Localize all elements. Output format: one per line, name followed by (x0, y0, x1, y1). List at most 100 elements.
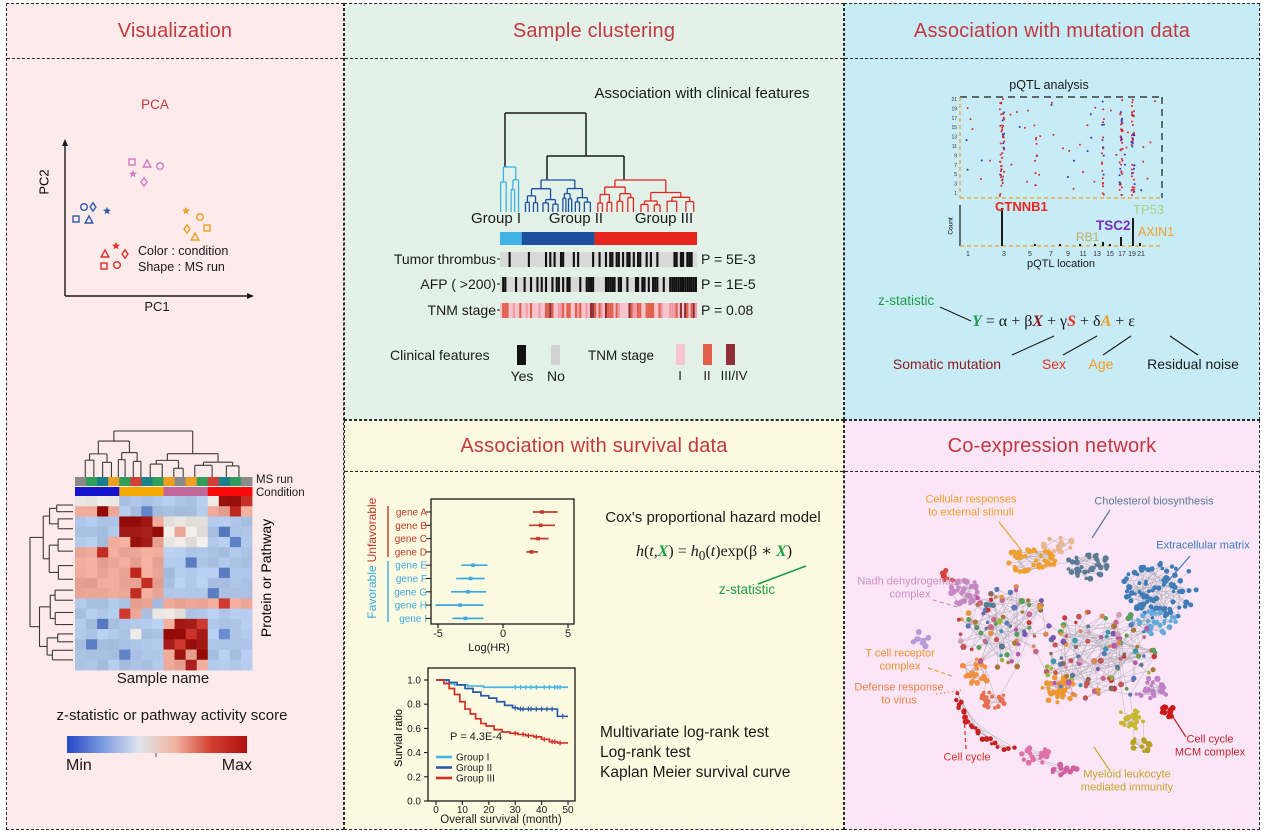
formula-part: ) (786, 543, 793, 560)
svg-text:5: 5 (954, 172, 957, 178)
legend-tnm-stage-label: TNM stage (588, 348, 655, 363)
svg-text:17: 17 (1118, 251, 1126, 258)
svg-text:15: 15 (1106, 251, 1114, 258)
svg-text:11: 11 (1079, 251, 1086, 258)
row-label-tumor-thrombus: Tumor thrombus (393, 251, 496, 267)
panel-mutation-titleband: Association with mutation data (845, 4, 1259, 59)
svg-text:1: 1 (966, 251, 970, 258)
forest-unfavorable-label: Unfavorable (365, 497, 379, 563)
network-cluster-label-cholesterol-biosynthesis: Cholesterol biosynthesis (1094, 495, 1214, 508)
legend-clinical-features-label: Clinical features (390, 347, 490, 363)
cox-model-formula: h(t,X) = h0(t)exp(β ∗ X) (598, 543, 830, 564)
formula-part: S (1067, 313, 1077, 330)
svg-text:9: 9 (954, 153, 957, 159)
svg-text:Group II: Group II (456, 763, 492, 774)
legend-no-label: No (547, 368, 565, 384)
pca-title: PCA (141, 97, 169, 112)
colorbar-title: z-statistic or pathway activity score (56, 707, 288, 724)
formula-part: 0 (698, 548, 706, 564)
svg-text:5: 5 (1028, 251, 1032, 258)
legend-stage34-label: III/IV (720, 368, 748, 383)
svg-text:40: 40 (536, 805, 548, 816)
km-y-axis-label: Survial ratio (393, 708, 405, 768)
pvalue-tnm-stage: P = 0.08 (701, 302, 754, 318)
svg-text:gene F: gene F (396, 574, 427, 585)
formula-part: t (710, 543, 716, 560)
svg-text:gene E: gene E (395, 561, 427, 572)
heatmap-condition-label: Condition (256, 487, 305, 499)
svg-text:0: 0 (500, 628, 506, 640)
test-multivariate-logrank: Multivariate log-rank test (600, 724, 769, 741)
svg-text:20: 20 (483, 805, 495, 816)
heatmap-x-axis-label: Sample name (116, 670, 210, 687)
svg-text:0: 0 (433, 805, 439, 816)
svg-text:Group I: Group I (456, 753, 489, 764)
svg-text:gene I: gene I (399, 614, 427, 625)
formula-part: Y (972, 313, 982, 330)
group2-label: Group II (548, 210, 604, 227)
annotation-somatic-mutation: Somatic mutation (892, 356, 1002, 372)
panel-network: Co-expression network (844, 420, 1260, 830)
pca-x-axis-label: PC1 (144, 299, 170, 314)
svg-text:gene G: gene G (394, 587, 427, 598)
svg-text:30: 30 (510, 805, 522, 816)
heatmap-msrun-label: MS run (256, 474, 294, 486)
svg-text:11: 11 (952, 144, 957, 150)
panel-mutation-title: Association with mutation data (913, 19, 1191, 42)
legend-stage2-label: II (703, 368, 711, 383)
pca-y-axis-label: PC2 (36, 169, 52, 195)
svg-text:9: 9 (1066, 251, 1070, 258)
annotation-sex: Sex (1041, 356, 1067, 372)
gene-label-tsc2: TSC2 (1096, 218, 1131, 233)
mutation-model-formula: Y = α + βX + γS + δA + ε (972, 313, 1135, 331)
annotation-age: Age (1088, 356, 1114, 372)
formula-part: + δ (1076, 313, 1101, 330)
annotation-residual-noise: Residual noise (1147, 356, 1239, 372)
network-cluster-label-myeloid-leukocyte: Myeloid leukocyte mediated immunity (1080, 768, 1174, 793)
panel-visualization-titleband: Visualization (7, 4, 343, 59)
formula-part: A (1100, 313, 1112, 330)
network-cluster-label-cell-cycle: Cell cycle MCM complex (1174, 733, 1246, 758)
pca-legend-shape: Shape : MS run (138, 260, 225, 274)
svg-text:7: 7 (954, 163, 957, 169)
svg-text:3: 3 (954, 182, 957, 188)
km-x-axis-label: Overall survival (month) (440, 814, 562, 826)
panel-survival-titleband: Association with survival data (345, 421, 843, 472)
svg-text:0.0: 0.0 (407, 797, 421, 808)
panel-network-titleband: Co-expression network (845, 421, 1259, 472)
svg-text:3: 3 (1002, 251, 1006, 258)
colorbar-min-label: Min (66, 757, 92, 774)
group3-label: Group III (634, 210, 694, 227)
panel-survival: Association with survival data (344, 420, 844, 830)
pqtl-count-axis-label: Count (947, 217, 955, 235)
gene-label-ctnnb1: CTNNB1 (995, 199, 1048, 214)
gene-label-tp53: TP53 (1133, 202, 1165, 217)
formula-part: ( (705, 543, 711, 560)
test-kaplan-meier: Kaplan Meier survival curve (600, 764, 791, 781)
formula-part: ( (643, 543, 650, 560)
row-label-tnm-stage: TNM stage (427, 302, 496, 318)
formula-part: , (653, 543, 658, 560)
svg-text:-5: -5 (433, 628, 443, 640)
svg-text:1.0: 1.0 (407, 676, 421, 687)
svg-text:gene A: gene A (396, 508, 427, 519)
km-pvalue-label: P = 4.3E-4 (450, 731, 503, 743)
gene-label-rb1: RB1 (1076, 230, 1100, 244)
forest-x-axis-label: Log(HR) (468, 642, 510, 654)
formula-part: t (649, 543, 654, 560)
network-cluster-label-extracellular-matrix: Extracellular matrix (1156, 539, 1250, 552)
svg-text:19: 19 (1128, 251, 1136, 258)
formula-part: X (776, 543, 787, 560)
svg-text:Group III: Group III (456, 774, 495, 785)
network-cluster-label-cellular-responses: Cellular responses to external stimuli (925, 493, 1017, 518)
network-cluster-label-cell-cycle: Cell cycle (943, 751, 991, 764)
pqtl-x-axis-label: pQTL location (1026, 258, 1096, 270)
heatmap-right-axis-label: Protein or Pathway (258, 518, 274, 638)
svg-text:15: 15 (951, 125, 957, 131)
network-cluster-label-t-cell-receptor: T cell receptor complex (865, 647, 935, 672)
svg-text:19: 19 (951, 106, 957, 112)
formula-part: ) = (668, 543, 691, 560)
panel-sample-clustering-titleband: Sample clustering (345, 4, 843, 59)
svg-text:13: 13 (1093, 251, 1101, 258)
